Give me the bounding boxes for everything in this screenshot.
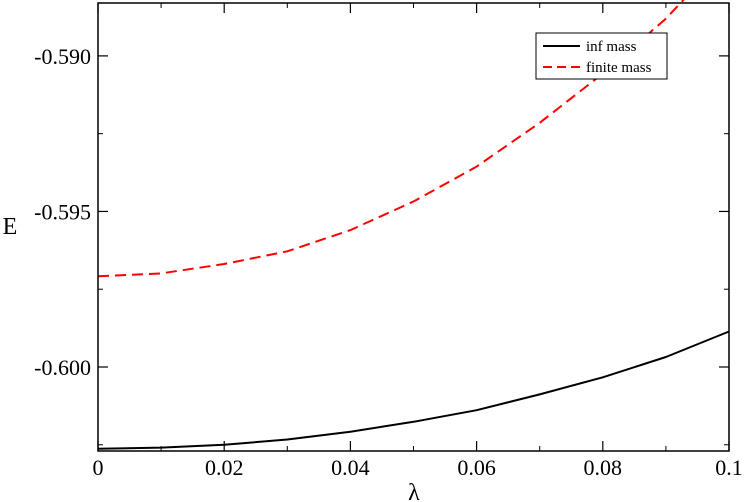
series-line-inf-mass [97,330,730,450]
legend-label-inf-mass: inf mass [586,39,637,55]
x-tick-label: 0.06 [457,455,496,480]
ticks-group: 0 0.02 0.04 0.06 0.08 0.1 -0.600 -0.595 -0.590 [34,3,743,480]
x-tick-label: 0 [93,455,104,480]
x-tick-label: 0.08 [584,455,623,480]
x-tick-label: 0.02 [205,455,244,480]
x-axis-label: λ [408,480,420,502]
y-tick-label: -0.600 [34,355,91,380]
x-tick-label: 0.1 [715,455,743,480]
legend: inf mass finite mass [535,32,668,80]
y-tick-label: -0.590 [34,44,91,69]
x-tick-label: 0.04 [331,455,370,480]
y-tick-label: -0.595 [34,199,91,224]
y-axis-label: E [3,214,18,240]
legend-box [535,32,668,80]
legend-label-finite-mass: finite mass [586,60,652,76]
